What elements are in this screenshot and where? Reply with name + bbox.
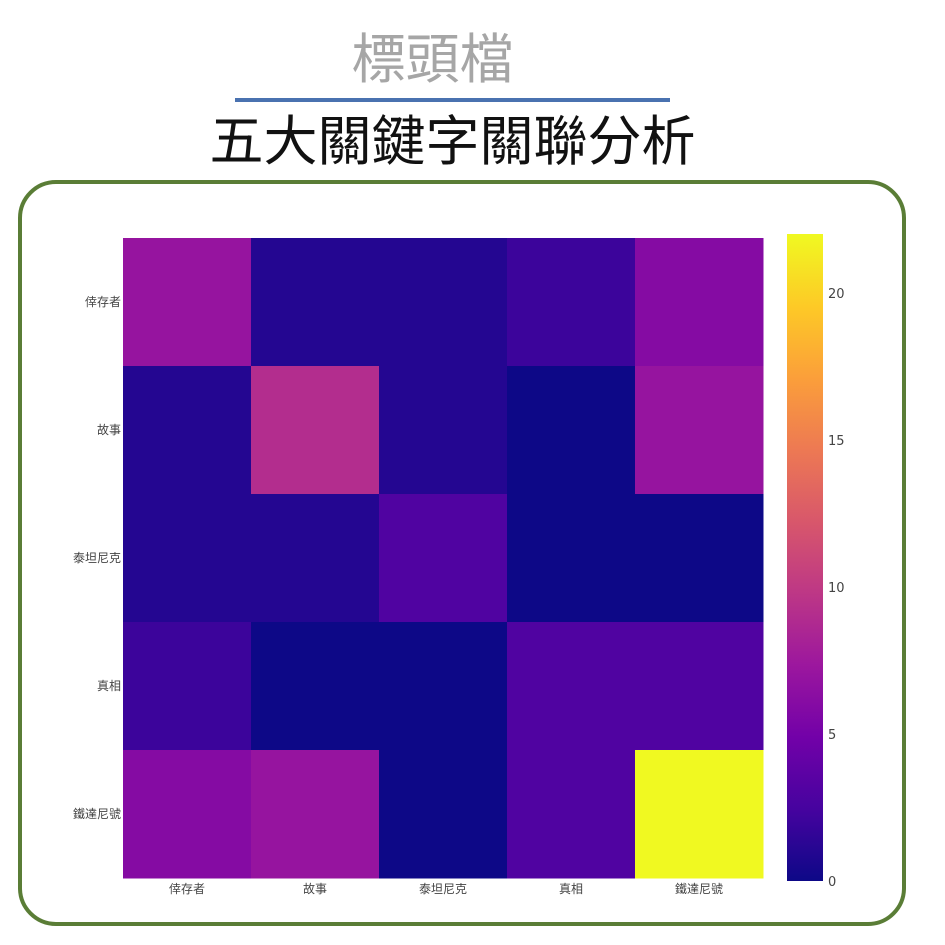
heatmap-cell[interactable]	[123, 494, 252, 623]
y-tick-label: 鐵達尼號	[73, 806, 121, 821]
heatmap-cell[interactable]	[379, 238, 508, 367]
heatmap-cell[interactable]	[507, 750, 636, 879]
y-tick-label: 故事	[97, 422, 121, 437]
heatmap-cell[interactable]	[635, 238, 764, 367]
heatmap-cell[interactable]	[251, 622, 380, 751]
heatmap-cell[interactable]	[379, 494, 508, 623]
heatmap-cell[interactable]	[123, 366, 252, 495]
heatmap-cell[interactable]	[251, 366, 380, 495]
heatmap-cell[interactable]	[507, 366, 636, 495]
heatmap-cell[interactable]	[251, 238, 380, 367]
heatmap-cell[interactable]	[635, 622, 764, 751]
colorbar-tick-label: 15	[828, 434, 845, 449]
heatmap-cell[interactable]	[379, 622, 508, 751]
heatmap-cell[interactable]	[251, 750, 380, 879]
x-tick-label: 倖存者	[169, 882, 205, 896]
heatmap-cell[interactable]	[379, 366, 508, 495]
heatmap-cell[interactable]	[123, 622, 252, 751]
colorbar-tick-label: 5	[828, 728, 836, 743]
y-tick-label: 泰坦尼克	[73, 551, 121, 565]
colorbar-tick-labels: 0 5 10 15 20	[828, 287, 845, 890]
heatmap-cell[interactable]	[635, 750, 764, 879]
heatmap-cell[interactable]	[379, 750, 508, 879]
y-tick-label: 倖存者	[85, 295, 121, 309]
heatmap-cell[interactable]	[507, 494, 636, 623]
colorbar-tick-label: 0	[828, 875, 836, 890]
x-tick-label: 泰坦尼克	[419, 882, 467, 896]
heatmap-cell[interactable]	[507, 622, 636, 751]
heatmap-cell[interactable]	[635, 494, 764, 623]
heatmap-cell[interactable]	[635, 366, 764, 495]
x-tick-label: 故事	[303, 881, 327, 896]
heatmap-cell[interactable]	[123, 750, 252, 879]
colorbar-tick-label: 20	[828, 287, 845, 302]
colorbar	[787, 234, 823, 881]
x-tick-labels: 倖存者 故事 泰坦尼克 真相 鐵達尼號	[169, 881, 723, 896]
x-tick-label: 鐵達尼號	[675, 881, 723, 896]
colorbar-tick-label: 10	[828, 581, 845, 596]
heatmap-cell[interactable]	[123, 238, 252, 367]
heatmap-cell[interactable]	[251, 494, 380, 623]
heatmap-cells	[123, 238, 764, 879]
page-title: 五大關鍵字關聯分析	[209, 110, 696, 173]
heatmap-cell[interactable]	[507, 238, 636, 367]
y-tick-label: 真相	[97, 679, 121, 693]
x-tick-label: 真相	[559, 882, 583, 896]
header-label: 標頭檔	[351, 28, 514, 91]
header-divider	[235, 98, 670, 102]
